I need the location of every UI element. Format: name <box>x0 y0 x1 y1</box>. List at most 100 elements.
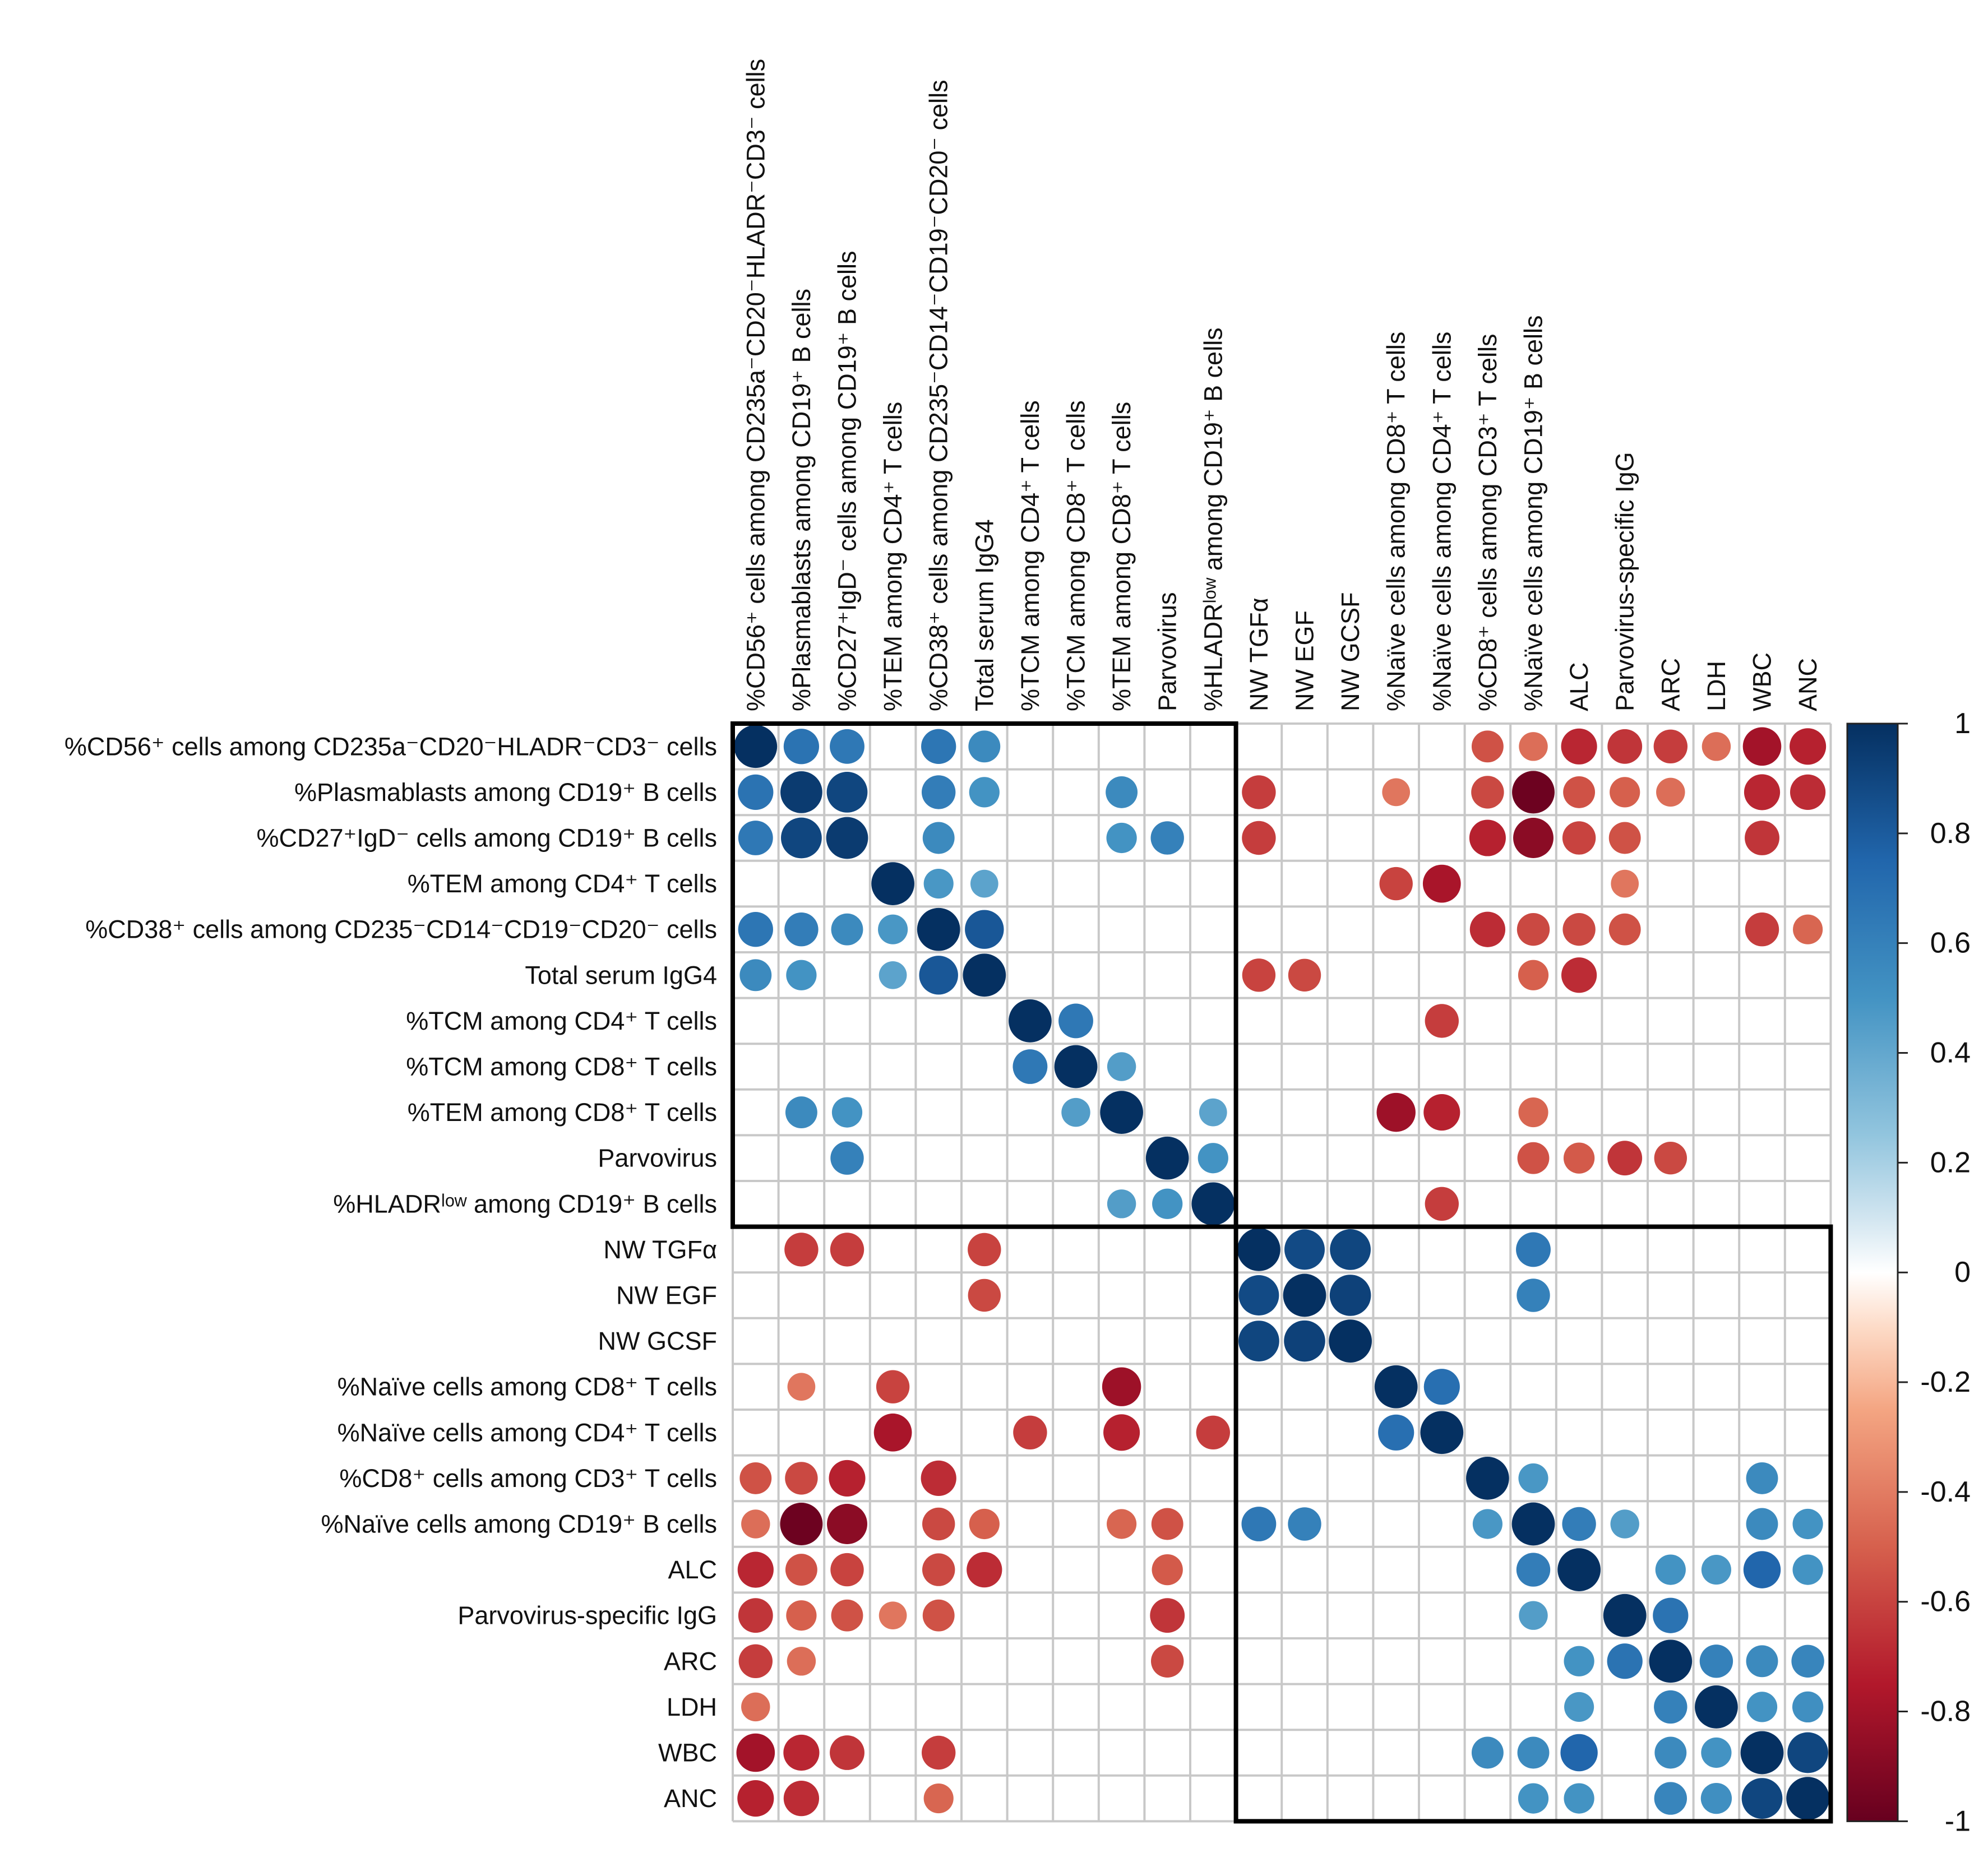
correlation-circle <box>1471 1736 1504 1769</box>
correlation-circle <box>1702 732 1731 761</box>
correlation-circle <box>1562 912 1596 946</box>
correlation-circle <box>1422 864 1461 903</box>
correlation-circle <box>922 1735 956 1770</box>
correlation-circle <box>1378 1414 1414 1451</box>
column-labels: %CD56⁺ cells among CD235a⁻CD20⁻HLADR⁻CD3… <box>741 59 1822 711</box>
correlation-circle <box>1517 1278 1550 1312</box>
row-label: ANC <box>664 1784 717 1813</box>
correlation-circle <box>922 775 956 809</box>
correlation-circle <box>1107 1052 1136 1081</box>
correlation-circle <box>1610 777 1640 808</box>
correlation-circle <box>1152 1188 1183 1219</box>
row-label: ALC <box>668 1555 717 1584</box>
correlation-circle <box>827 1504 867 1544</box>
row-label: %CD27⁺IgD⁻ cells among CD19⁺ B cells <box>256 824 717 853</box>
correlation-circle <box>1746 1692 1778 1722</box>
correlation-circle <box>1054 1045 1098 1088</box>
correlation-circle <box>1516 1553 1551 1587</box>
correlation-circle <box>1469 911 1506 947</box>
correlation-circle <box>738 1644 773 1678</box>
correlation-circle <box>1512 771 1555 814</box>
correlation-circle <box>1607 729 1643 764</box>
correlation-circle <box>1607 1141 1643 1176</box>
row-label: NW EGF <box>616 1281 717 1310</box>
correlation-circle <box>738 774 774 810</box>
correlation-circle <box>831 1097 863 1128</box>
correlation-circle <box>1791 1644 1824 1678</box>
correlation-circle <box>1106 776 1138 808</box>
correlation-circle <box>1242 775 1276 809</box>
correlation-circle <box>1242 958 1276 992</box>
colorbar-tick-label: 1 <box>1954 707 1971 740</box>
correlation-circle <box>967 1551 1002 1588</box>
correlation-circle <box>1519 732 1548 761</box>
row-label: NW GCSF <box>598 1327 717 1355</box>
column-label: %CD8⁺ cells among CD3⁺ T cells <box>1473 333 1502 711</box>
correlation-circle <box>1242 821 1276 855</box>
correlation-circle <box>1150 1644 1184 1678</box>
correlation-circle <box>1107 1509 1137 1539</box>
correlation-circle <box>922 1507 955 1541</box>
correlation-circle <box>1740 1731 1784 1775</box>
grid <box>732 722 1832 1823</box>
correlation-circle <box>922 1599 955 1632</box>
correlation-circle <box>781 817 822 859</box>
row-label: LDH <box>667 1693 717 1721</box>
correlation-circle <box>871 862 914 905</box>
correlation-circle <box>1557 1548 1601 1591</box>
correlation-circle <box>1100 1091 1143 1134</box>
correlation-circle <box>1329 1275 1371 1316</box>
correlation-circle <box>1608 822 1641 854</box>
correlation-circle <box>1564 1646 1594 1676</box>
colorbar-tick-label: 0.6 <box>1930 927 1971 960</box>
row-label: Total serum IgG4 <box>525 961 717 989</box>
correlation-circle <box>830 1735 864 1770</box>
correlation-circle <box>1511 1502 1555 1546</box>
correlation-circle <box>784 1233 819 1267</box>
correlation-circle <box>969 777 1000 808</box>
correlation-circles <box>734 725 1829 1820</box>
correlation-circle <box>1288 1507 1321 1541</box>
column-label: LDH <box>1702 661 1731 711</box>
correlation-circle <box>1563 1142 1595 1174</box>
colorbar-tick-label: 0.4 <box>1930 1037 1971 1069</box>
row-label: %HLADRˡᵒʷ among CD19⁺ B cells <box>333 1189 717 1218</box>
correlation-circle <box>785 1554 817 1586</box>
correlation-circle <box>921 729 956 764</box>
colorbar-tick-label: -0.2 <box>1920 1366 1971 1398</box>
colorbar-tick-label: 0.8 <box>1930 817 1971 850</box>
column-label: Parvovirus-specific IgG <box>1611 452 1639 711</box>
correlation-circle <box>1284 1320 1325 1362</box>
correlation-circle <box>1469 819 1506 856</box>
correlation-circle <box>1199 1098 1227 1127</box>
column-label: %TCM among CD8⁺ T cells <box>1062 400 1090 711</box>
row-labels: %CD56⁺ cells among CD235a⁻CD20⁻HLADR⁻CD3… <box>64 732 717 1813</box>
row-label: %TEM among CD4⁺ T cells <box>408 869 717 898</box>
column-label: %CD27⁺IgD⁻ cells among CD19⁺ B cells <box>833 251 862 711</box>
correlation-circle <box>1472 1509 1502 1539</box>
correlation-circle <box>736 1733 775 1772</box>
correlation-circle <box>1654 1782 1688 1815</box>
correlation-circle <box>787 1373 816 1401</box>
column-label: NW TGFα <box>1245 597 1273 711</box>
correlation-circle <box>1241 1507 1277 1541</box>
correlation-circle <box>1283 1273 1326 1317</box>
row-label: Parvovirus <box>598 1144 717 1173</box>
correlation-circle <box>784 912 819 947</box>
correlation-circle <box>1790 774 1826 810</box>
correlation-circle <box>923 1783 954 1814</box>
column-label: NW GCSF <box>1336 592 1365 711</box>
correlation-circle <box>1792 1691 1824 1723</box>
correlation-circle <box>1420 1411 1464 1454</box>
row-label: NW TGFα <box>603 1235 717 1264</box>
column-label: NW EGF <box>1291 610 1319 711</box>
correlation-circle <box>1701 1555 1731 1585</box>
column-label: ARC <box>1656 658 1685 711</box>
correlation-circle <box>1518 1783 1549 1814</box>
correlation-circle <box>873 1413 912 1452</box>
column-label: Total serum IgG4 <box>970 519 998 711</box>
correlation-circle <box>830 1141 864 1175</box>
colorbar-tick-label: -0.4 <box>1920 1476 1971 1508</box>
row-label: %Naïve cells among CD4⁺ T cells <box>338 1418 717 1447</box>
correlation-circle <box>963 953 1006 997</box>
